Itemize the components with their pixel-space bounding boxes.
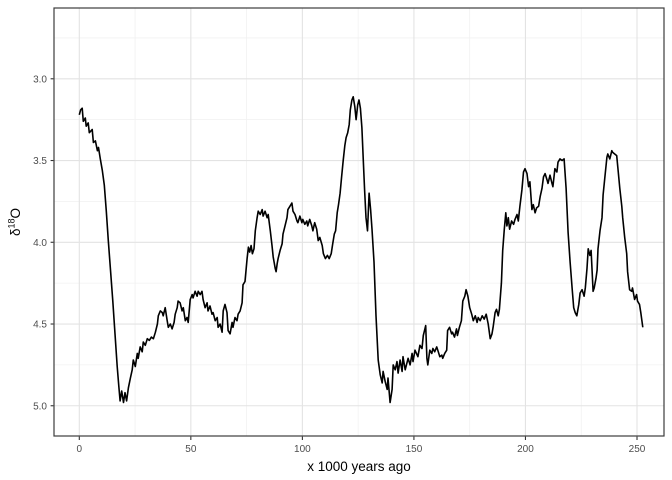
- y-axis-title-suffix: O: [8, 208, 23, 219]
- y-axis-tick-labels: 3.0 3.5 4.0 4.5 5.0: [33, 74, 47, 412]
- panel-border: [53, 7, 665, 437]
- y-axis-title: δ18O: [7, 208, 24, 236]
- axis-tick-layer: [50, 78, 638, 440]
- x-tick-label: 0: [77, 444, 83, 455]
- x-tick-label: 100: [294, 444, 311, 455]
- y-axis-title-superscript: 18: [7, 218, 17, 228]
- y-tick-label: 5.0: [33, 401, 47, 412]
- x-tick-label: 150: [406, 444, 423, 455]
- x-axis-tick-labels: 0 50 100 150 200 250: [77, 444, 646, 455]
- y-tick-label: 4.0: [33, 238, 47, 249]
- y-tick-label: 3.0: [33, 74, 47, 85]
- y-tick-label: 4.5: [33, 320, 47, 331]
- x-tick-label: 50: [185, 444, 197, 455]
- x-tick-label: 200: [517, 444, 534, 455]
- d18o-line: [78, 96, 644, 404]
- x-tick-label: 250: [629, 444, 646, 455]
- y-tick-label: 3.5: [33, 156, 47, 167]
- x-axis-title: x 1000 years ago: [307, 459, 411, 474]
